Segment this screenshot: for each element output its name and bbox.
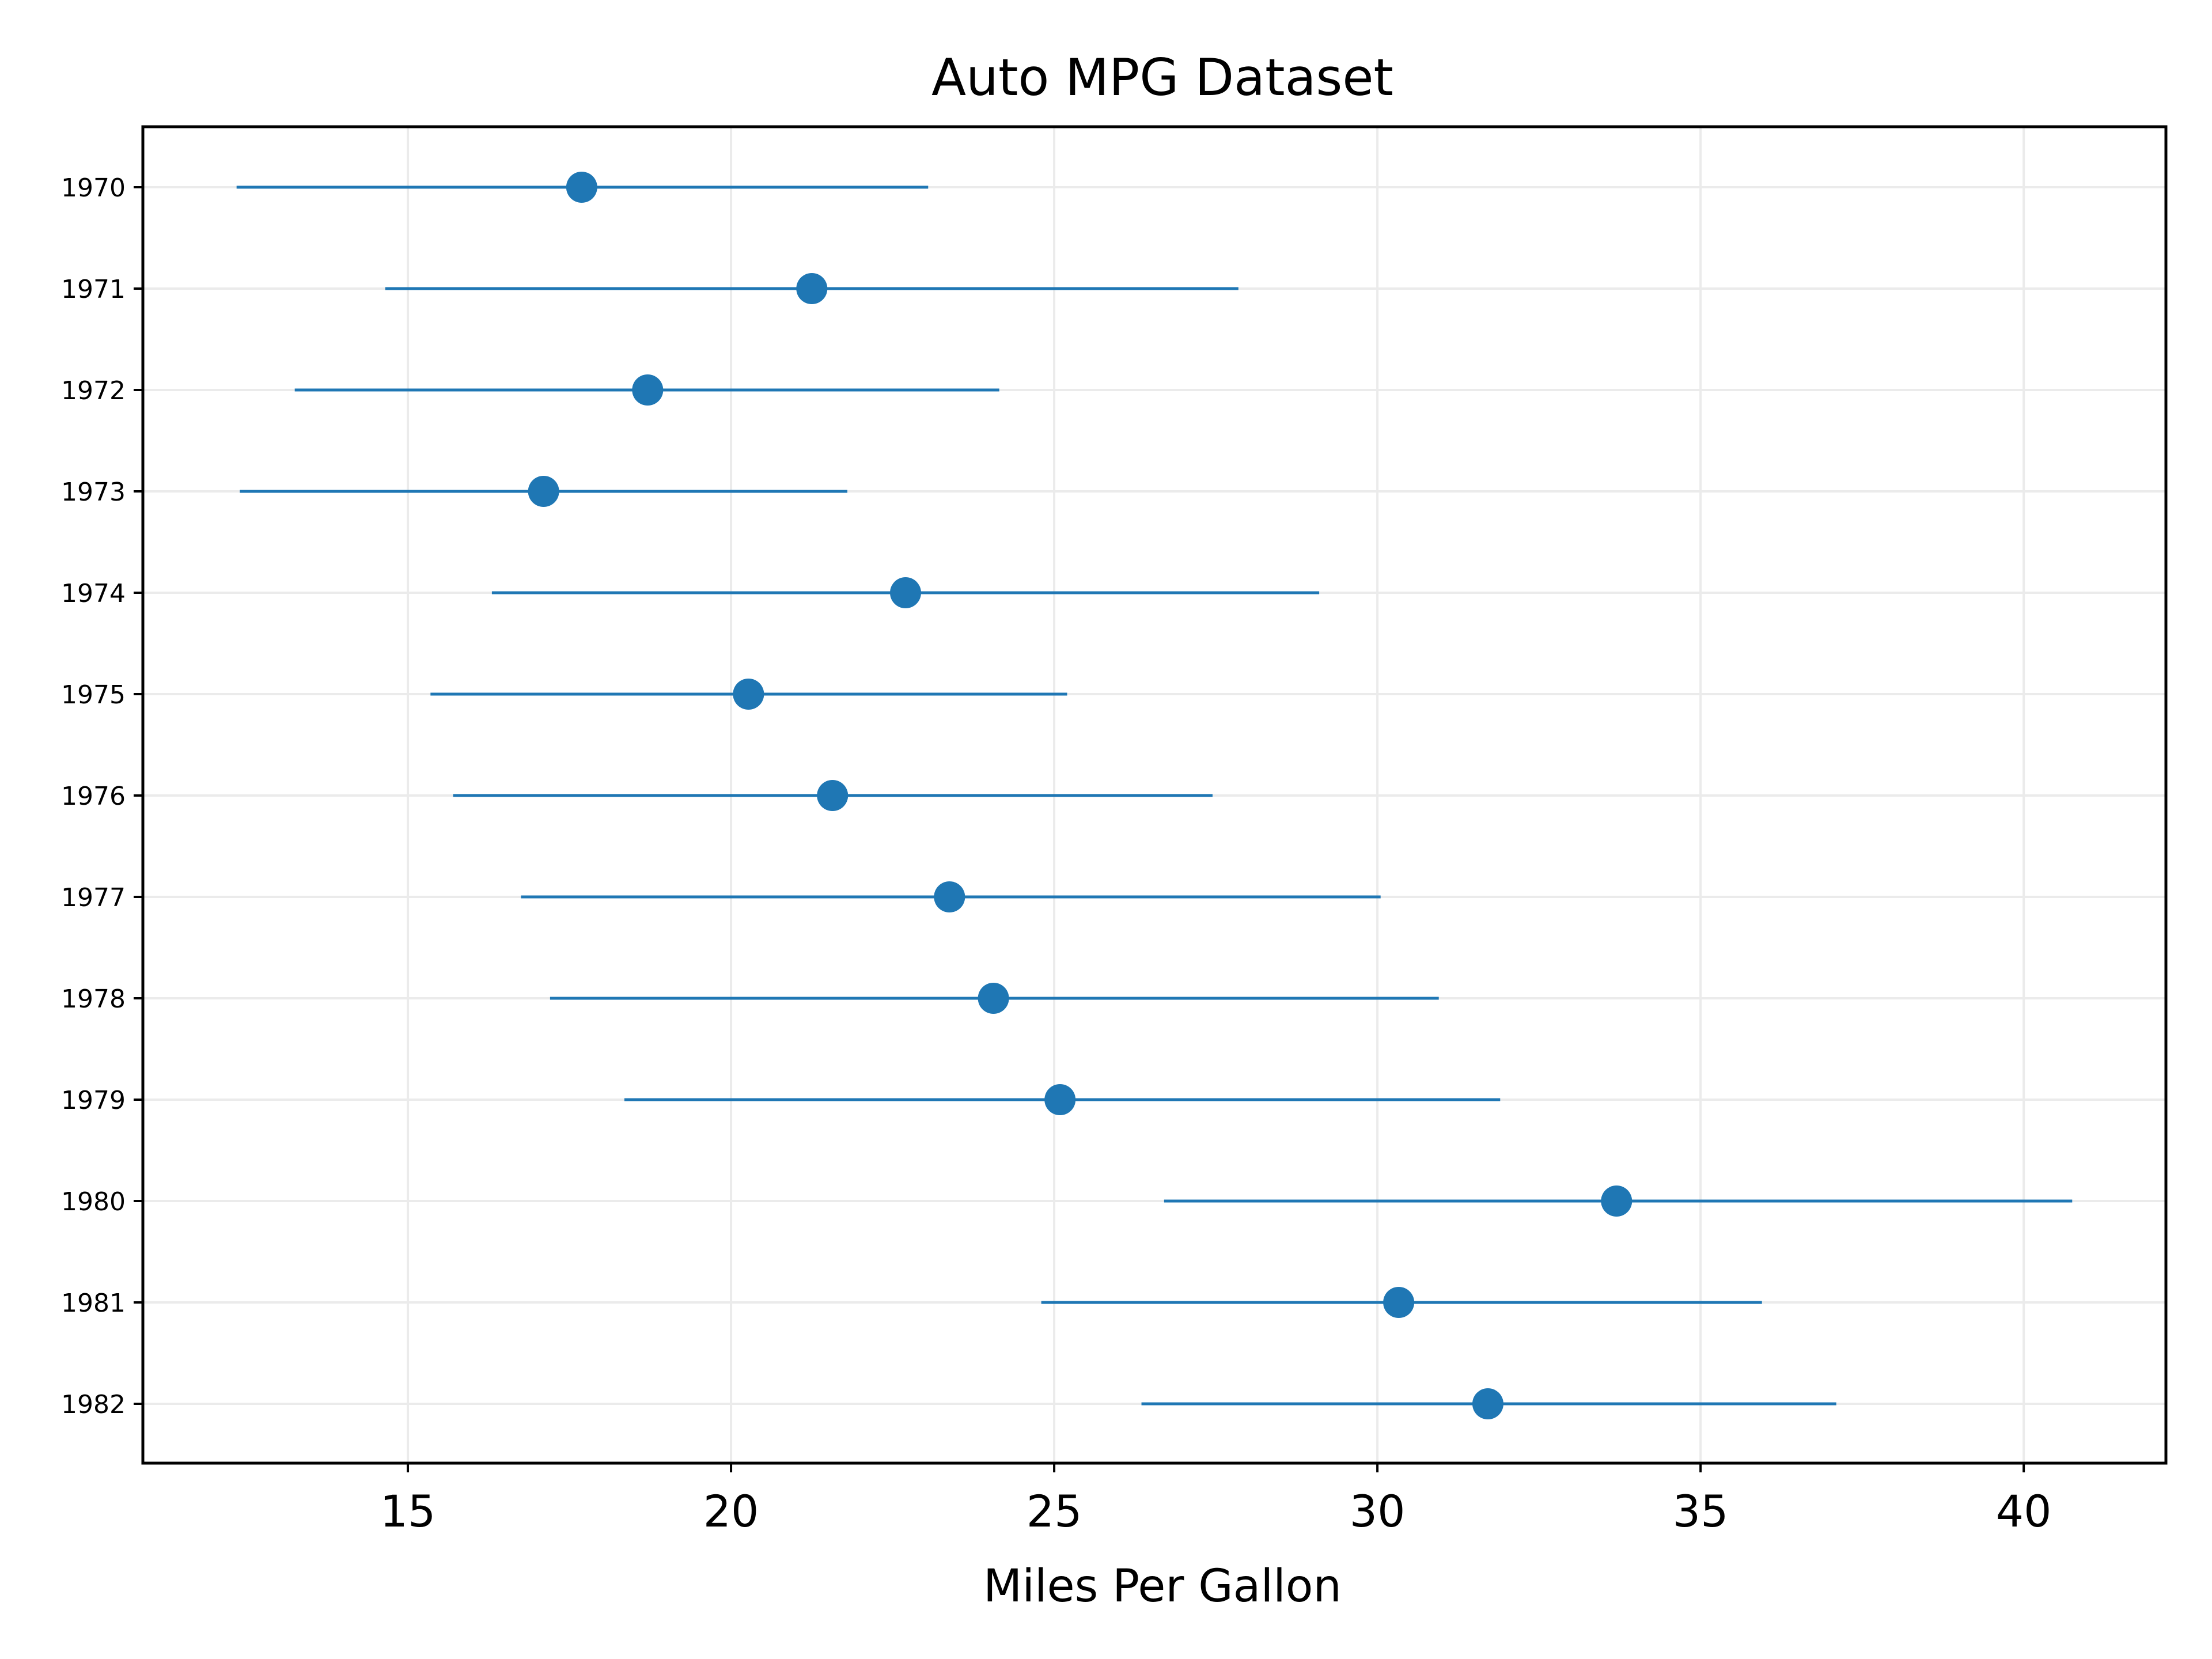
x-tick-label: 30 bbox=[1350, 1486, 1406, 1537]
mean-point bbox=[934, 881, 965, 912]
mean-point bbox=[1601, 1185, 1633, 1217]
y-tick-label: 1977 bbox=[61, 883, 126, 912]
mean-point bbox=[796, 273, 828, 304]
x-tick-label: 25 bbox=[1027, 1486, 1082, 1537]
y-tick-label: 1982 bbox=[61, 1390, 126, 1419]
data-series bbox=[236, 172, 2073, 1419]
y-tick-label: 1971 bbox=[61, 275, 126, 304]
mean-point bbox=[1472, 1388, 1503, 1419]
x-tick-label: 35 bbox=[1673, 1486, 1729, 1537]
y-tick-label: 1981 bbox=[61, 1289, 126, 1318]
mean-point bbox=[1383, 1287, 1415, 1318]
y-tick-label: 1973 bbox=[61, 478, 126, 507]
y-tick-label: 1975 bbox=[61, 680, 126, 710]
mean-point bbox=[733, 679, 764, 710]
y-tick-label: 1980 bbox=[61, 1187, 126, 1217]
mean-point bbox=[1044, 1084, 1076, 1115]
mean-point bbox=[890, 577, 922, 608]
y-tick-label: 1972 bbox=[61, 376, 126, 406]
x-tick-label: 20 bbox=[703, 1486, 759, 1537]
y-tick-label: 1979 bbox=[61, 1086, 126, 1115]
mean-point bbox=[566, 172, 597, 203]
chart-title: Auto MPG Dataset bbox=[931, 48, 1393, 107]
y-tick-label: 1970 bbox=[61, 173, 126, 203]
mean-point bbox=[632, 374, 664, 406]
x-axis-label: Miles Per Gallon bbox=[983, 1560, 1342, 1612]
y-tick-label: 1974 bbox=[61, 579, 126, 608]
mean-point bbox=[528, 476, 559, 507]
axis-ticks: 15 20 25 30 35 40 1970 1971 1972 1973 1974 1975 1976… bbox=[61, 173, 2051, 1537]
y-tick-label: 1976 bbox=[61, 782, 126, 811]
x-tick-label: 15 bbox=[380, 1486, 436, 1537]
y-tick-label: 1978 bbox=[61, 984, 126, 1014]
mean-point bbox=[817, 780, 849, 811]
x-tick-label: 40 bbox=[1996, 1486, 2052, 1537]
mean-point bbox=[978, 983, 1009, 1014]
